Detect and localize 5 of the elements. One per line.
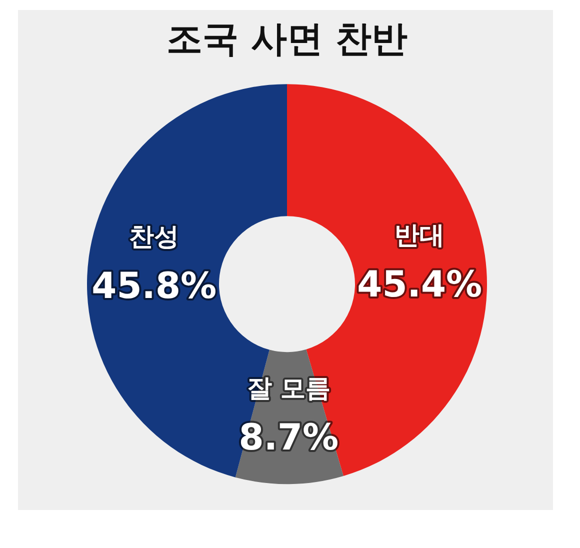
data-label: 45.8% xyxy=(92,266,217,308)
slice-label: 반대 xyxy=(394,220,445,250)
data-label: 45.4% xyxy=(357,264,482,306)
chart-title: 조국 사면 찬반 xyxy=(166,18,408,60)
slice-label: 찬성 xyxy=(129,222,180,252)
